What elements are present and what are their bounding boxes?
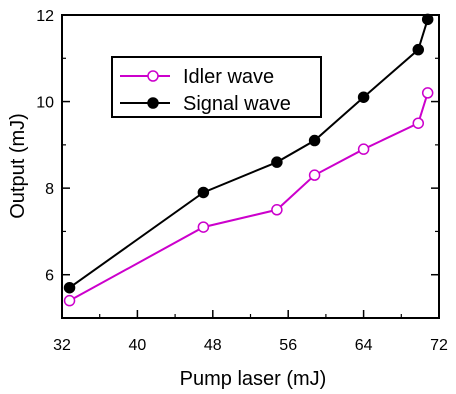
legend-idler-label: Idler wave — [183, 66, 274, 88]
legend: Idler wave Signal wave — [111, 56, 322, 118]
idler-wave-point — [412, 117, 425, 129]
x-tick-label: 32 — [53, 337, 71, 354]
y-tick-label: 6 — [45, 268, 54, 285]
legend-signal-label: Signal wave — [183, 93, 291, 115]
y-tick-label: 8 — [45, 181, 54, 198]
signal-wave-point — [421, 13, 434, 26]
idler-wave-point — [271, 204, 283, 216]
idler-wave-point — [63, 294, 76, 307]
idler-wave-point — [357, 143, 370, 155]
legend-box — [111, 56, 322, 118]
x-axis-ticks: 32 40 48 56 64 72 — [53, 310, 448, 354]
legend-idler-marker — [147, 70, 159, 82]
legend-signal-marker — [147, 97, 159, 109]
signal-wave-point — [357, 91, 370, 103]
x-tick-label: 64 — [355, 337, 373, 354]
series-layer — [63, 13, 434, 307]
y-tick-label: 12 — [36, 8, 54, 25]
y-axis-label: Output (mJ) — [7, 113, 29, 219]
series-line-idler-wave — [69, 92, 429, 302]
signal-wave-point — [271, 156, 283, 168]
y-axis-ticks: 6 8 10 12 — [36, 8, 439, 319]
signal-wave-point — [197, 186, 210, 199]
x-tick-label: 56 — [279, 337, 297, 354]
idler-wave-point — [308, 169, 321, 181]
x-tick-label: 72 — [430, 337, 448, 354]
y-tick-label: 10 — [36, 95, 54, 112]
x-tick-label: 48 — [204, 337, 222, 354]
idler-wave-point — [421, 87, 434, 99]
x-axis-label: Pump laser (mJ) — [180, 368, 327, 390]
idler-wave-point — [197, 221, 210, 233]
signal-wave-point — [63, 281, 76, 294]
x-tick-label: 40 — [129, 337, 147, 354]
signal-wave-point — [412, 43, 425, 56]
signal-wave-point — [308, 134, 321, 147]
